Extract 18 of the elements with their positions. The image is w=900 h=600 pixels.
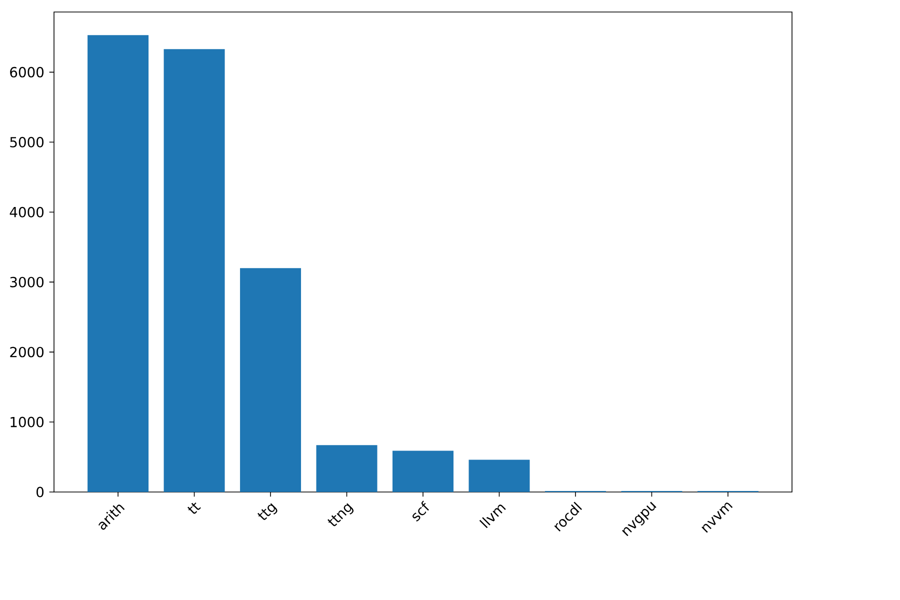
bar <box>468 460 530 492</box>
x-tick-label: tt <box>187 502 201 514</box>
x-tick-label: scf <box>412 500 429 522</box>
y-tick-label: 2000 <box>10 346 44 358</box>
x-tick-label: ttng <box>328 503 354 526</box>
x-tick-label: ttg <box>258 503 278 520</box>
bar <box>316 445 378 492</box>
y-tick-label: 5000 <box>10 136 44 148</box>
y-tick-label: 0 <box>36 486 44 498</box>
bar <box>164 49 225 492</box>
bar <box>240 268 302 492</box>
y-tick-label: 6000 <box>10 66 44 78</box>
bar <box>392 450 454 492</box>
y-tick-label: 4000 <box>10 206 44 218</box>
y-tick-label: 3000 <box>10 276 44 288</box>
bar <box>88 35 149 492</box>
x-tick-label: llvm <box>479 504 506 528</box>
y-tick-label: 1000 <box>10 416 44 428</box>
